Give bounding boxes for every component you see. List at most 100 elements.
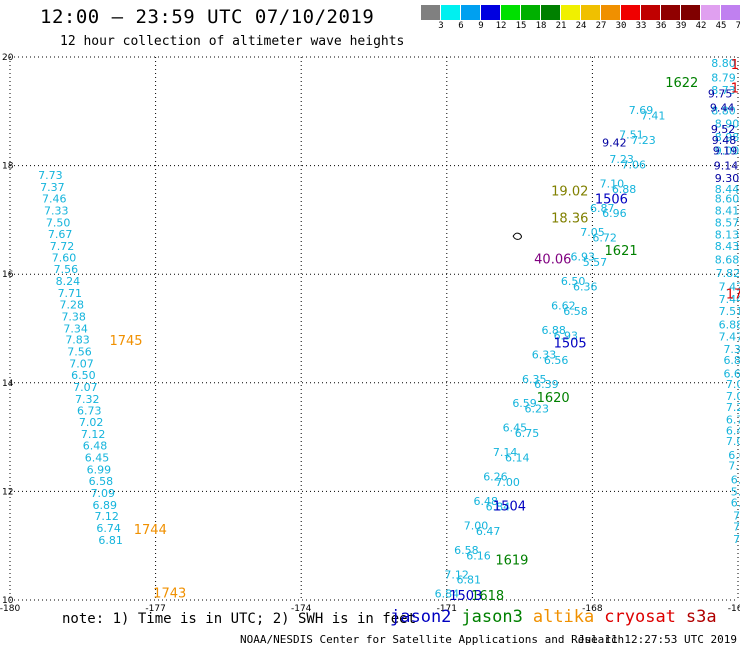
wave-height-label: 9.52: [711, 123, 736, 136]
wave-height-label: 7.72: [50, 240, 75, 253]
wave-height-label: 6.50: [71, 369, 96, 382]
x-tick-label: -171: [437, 604, 457, 614]
legend-swatch: [481, 5, 501, 20]
wave-height-label: 7.47: [719, 330, 740, 343]
wave-height-label: 5.42: [731, 486, 740, 499]
satellite-s3a: s3a: [685, 607, 717, 627]
wave-height-label: 8.60: [715, 193, 740, 206]
y-tick-label: 12: [2, 487, 13, 497]
legend-tick-label: 9: [478, 21, 484, 31]
wave-height-label: 7.51: [719, 305, 740, 318]
legend-tick-label: 3: [438, 21, 444, 31]
wave-height-label: 7.67: [48, 228, 73, 241]
wave-height-label: 6.72: [592, 232, 617, 245]
wave-height-label: 7.28: [60, 298, 84, 311]
satellite-jason2: jason2: [390, 607, 452, 627]
time-label: 1621: [605, 244, 638, 259]
wave-height-label: 7.82: [716, 267, 740, 280]
legend-swatch: [581, 5, 601, 20]
wave-height-label: 6.73: [77, 404, 102, 417]
legend-swatch: [461, 5, 481, 20]
wave-height-label: 6.75: [515, 427, 540, 440]
legend-swatch: [641, 5, 661, 20]
wave-height-label: 7.33: [44, 204, 68, 217]
wave-height-label: 7.42: [719, 280, 740, 293]
x-tick-label: -180: [0, 604, 20, 614]
wave-height-label: 7.38: [61, 310, 85, 323]
footer-timestamp: Jul 11 12:27:53 UTC 2019: [578, 633, 737, 646]
legend-tick-label: 12: [495, 21, 507, 31]
legend-swatch: [421, 5, 441, 20]
wave-height-label: 7.05: [580, 226, 605, 239]
wave-height-label: 6.45: [85, 452, 110, 465]
wave-height-label: 6.88: [719, 319, 740, 332]
time-label: 1620: [537, 391, 570, 406]
time-label: 1506: [595, 193, 628, 208]
wave-height-label: 7.51: [619, 128, 644, 141]
y-tick-label: 18: [2, 162, 14, 172]
legend-tick-label: 21: [555, 21, 567, 31]
wave-height-label: 7.07: [73, 381, 98, 394]
wave-height-label: 7.14: [493, 446, 518, 459]
y-tick-label: 16: [2, 270, 14, 280]
legend-tick-label: 6: [458, 21, 464, 31]
legend-tick-label: 45: [715, 21, 727, 31]
wave-height-label: 6.88: [612, 183, 637, 196]
footer-credit: NOAA/NESDIS Center for Satellite Applica…: [240, 633, 625, 646]
x-tick-label: -168: [582, 604, 603, 614]
time-label: 1745: [109, 334, 142, 349]
wave-height-label: 8.80: [711, 105, 736, 118]
wave-height-label: 6.24: [731, 473, 740, 486]
y-tick-label: 20: [2, 53, 14, 63]
time-label: 1622: [665, 76, 698, 91]
wave-height-label: 7.06: [726, 390, 740, 403]
time-label: 1744: [134, 523, 167, 538]
wave-height-label: 9.75: [708, 88, 733, 101]
wave-height-label: 7.37: [40, 181, 65, 194]
time-label: 1729: [731, 58, 740, 73]
wave-height-label: 7.60: [52, 252, 76, 265]
wave-height-label: 6.96: [602, 207, 627, 220]
legend-swatch: [601, 5, 621, 20]
wave-height-label: 7.11: [728, 460, 740, 473]
y-tick-label: 14: [2, 379, 14, 389]
wave-height-label: 6.26: [483, 471, 508, 484]
wave-height-label: 8.44: [715, 183, 740, 196]
wave-height-label: 9.48: [712, 134, 737, 147]
wave-height-label: 6.81: [457, 574, 482, 587]
legend-tick-label: 70: [735, 21, 740, 31]
wave-height-label: 7.83: [65, 334, 90, 347]
legend-tick-label: 24: [575, 21, 587, 31]
satellite-altika: altika: [532, 607, 595, 627]
legend-swatch: [681, 5, 701, 20]
legend-swatch: [441, 5, 461, 20]
wave-height-label: 6.62: [731, 497, 740, 510]
wave-height-label: 9.30: [715, 172, 740, 185]
wave-height-label: 6.68: [723, 367, 740, 380]
wave-height-label: 7.12: [94, 510, 119, 523]
wave-height-label: 9.00: [715, 145, 740, 158]
wave-height-label: 7.23: [631, 134, 656, 147]
time-label: 173: [726, 288, 740, 303]
wave-height-label: 7.06: [726, 378, 740, 391]
legend-swatch: [621, 5, 641, 20]
wave-height-label: 6.74: [96, 522, 121, 535]
wave-height-label: 6.47: [476, 525, 501, 538]
wave-height-label: 6.23: [524, 403, 549, 416]
page-subtitle: 12 hour collection of altimeter wave hei…: [60, 34, 405, 49]
wave-height-label: 6.48: [473, 495, 498, 508]
wave-height-label: 8.41: [715, 204, 740, 217]
note-text: note: 1) Time is in UTC; 2) SWH is in fe…: [62, 611, 417, 627]
wave-height-label: 8.79: [711, 71, 736, 84]
wave-height-label: 8.57: [715, 216, 740, 229]
wave-height-label: 7.56: [67, 346, 92, 359]
legend-tick-label: 42: [695, 21, 707, 31]
legend-swatch: [661, 5, 681, 20]
legend-swatch: [561, 5, 581, 20]
wave-height-label: 9.44: [710, 101, 735, 114]
legend-tick-label: 15: [515, 21, 527, 31]
wave-height-label: 6.65: [728, 449, 740, 462]
page-title: 12:00 – 23:59 UTC 07/10/2019: [40, 6, 375, 28]
x-tick-label: -174: [291, 604, 312, 614]
